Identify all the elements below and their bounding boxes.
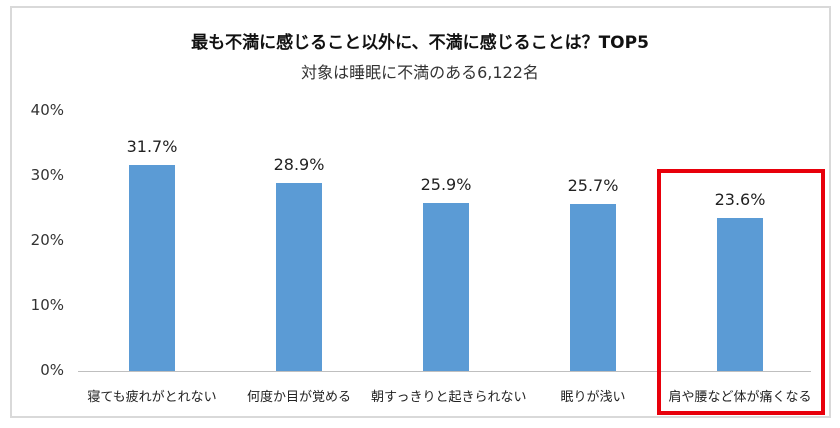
y-tick-10: 10% [30, 296, 64, 314]
y-tick-30: 30% [30, 166, 64, 184]
x-axis-line [78, 371, 811, 372]
x-category-label: 朝すっきりと起きられない [371, 390, 527, 405]
bar [129, 165, 175, 371]
chart-subtitle: 対象は睡眠に不満のある6,122名 [301, 63, 539, 82]
bar-value-label: 31.7% [126, 137, 178, 156]
bar [423, 203, 469, 371]
x-category-label: 肩や腰など体が痛くなる [668, 390, 812, 405]
y-tick-0: 0% [40, 361, 64, 379]
bar-value-label: 25.9% [420, 175, 472, 194]
bar [570, 204, 616, 371]
bar [276, 183, 322, 371]
chart-title: 最も不満に感じること以外に、不満に感じることは？TOP5 [191, 33, 649, 53]
x-category-label: 寝ても疲れがとれない [87, 390, 217, 405]
bar-value-label: 23.6% [714, 190, 766, 209]
y-tick-40: 40% [30, 101, 64, 119]
bar [717, 218, 763, 371]
y-tick-20: 20% [30, 231, 64, 249]
bar-value-label: 25.7% [567, 176, 619, 195]
x-category-label: 眠りが浅い [560, 390, 626, 405]
x-category-label: 何度か目が覚める [246, 390, 351, 405]
bar-value-label: 28.9% [273, 155, 325, 174]
highlight-box [657, 169, 825, 415]
